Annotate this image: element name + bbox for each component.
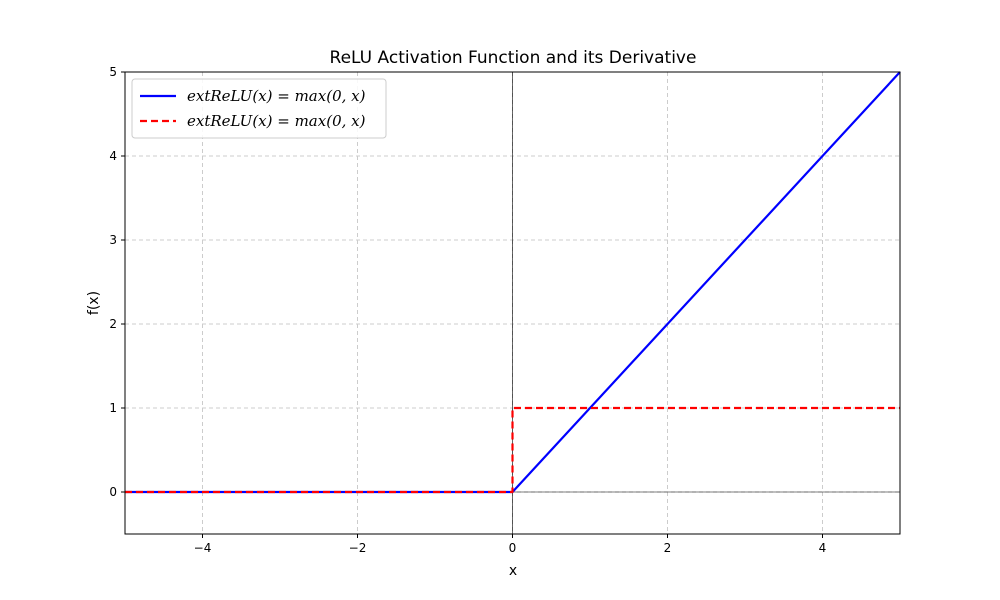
legend: extReLU(x) = max(0, x) extReLU(x) = max(…	[131, 78, 387, 139]
series-line-derivative	[125, 406, 900, 494]
x-tick-label: 4	[819, 541, 827, 555]
axis-ticks: −4 −2 0 2 4 0 1 2 3 4 5	[109, 65, 826, 555]
x-axis-label: x	[509, 563, 517, 579]
legend-label-relu: extReLU(x) = max(0, x)	[187, 87, 366, 105]
series-lines	[125, 71, 901, 494]
y-tick-label: 0	[109, 485, 117, 499]
y-tick-label: 4	[109, 149, 117, 163]
x-tick-label: −4	[194, 541, 212, 555]
y-tick-label: 1	[109, 401, 117, 415]
y-tick-label: 3	[109, 233, 117, 247]
x-tick-label: −2	[349, 541, 367, 555]
chart-title: ReLU Activation Function and its Derivat…	[330, 48, 697, 68]
x-tick-label: 2	[664, 541, 672, 555]
y-tick-label: 5	[109, 65, 117, 79]
legend-label-derivative: extReLU(x) = max(0, x)	[187, 112, 366, 130]
y-tick-label: 2	[109, 317, 117, 331]
x-tick-label: 0	[509, 541, 517, 555]
legend-box	[131, 78, 387, 139]
y-axis-label: f(x)	[86, 291, 102, 315]
